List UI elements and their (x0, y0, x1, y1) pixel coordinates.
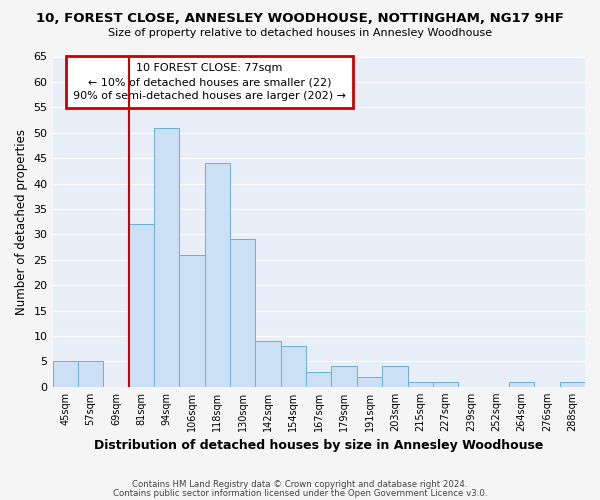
Bar (281, 346, 306, 387)
Y-axis label: Number of detached properties: Number of detached properties (15, 128, 28, 314)
Text: 10, FOREST CLOSE, ANNESLEY WOODHOUSE, NOTTINGHAM, NG17 9HF: 10, FOREST CLOSE, ANNESLEY WOODHOUSE, NO… (36, 12, 564, 26)
Text: 10 FOREST CLOSE: 77sqm
← 10% of detached houses are smaller (22)
90% of semi-det: 10 FOREST CLOSE: 77sqm ← 10% of detached… (73, 63, 346, 101)
Bar (179, 254, 205, 387)
Text: Contains public sector information licensed under the Open Government Licence v3: Contains public sector information licen… (113, 488, 487, 498)
Bar (128, 224, 154, 387)
Bar (382, 366, 407, 387)
Bar (154, 128, 179, 387)
Bar (306, 372, 331, 387)
Bar (230, 240, 256, 387)
Bar (205, 163, 230, 387)
Bar (78, 362, 103, 387)
Bar (331, 366, 357, 387)
Bar (407, 382, 433, 387)
Bar (433, 382, 458, 387)
Bar (509, 382, 534, 387)
Text: Contains HM Land Registry data © Crown copyright and database right 2024.: Contains HM Land Registry data © Crown c… (132, 480, 468, 489)
Text: Size of property relative to detached houses in Annesley Woodhouse: Size of property relative to detached ho… (108, 28, 492, 38)
Bar (357, 376, 382, 387)
Bar (256, 341, 281, 387)
Bar (560, 382, 585, 387)
Bar (53, 362, 78, 387)
X-axis label: Distribution of detached houses by size in Annesley Woodhouse: Distribution of detached houses by size … (94, 440, 544, 452)
